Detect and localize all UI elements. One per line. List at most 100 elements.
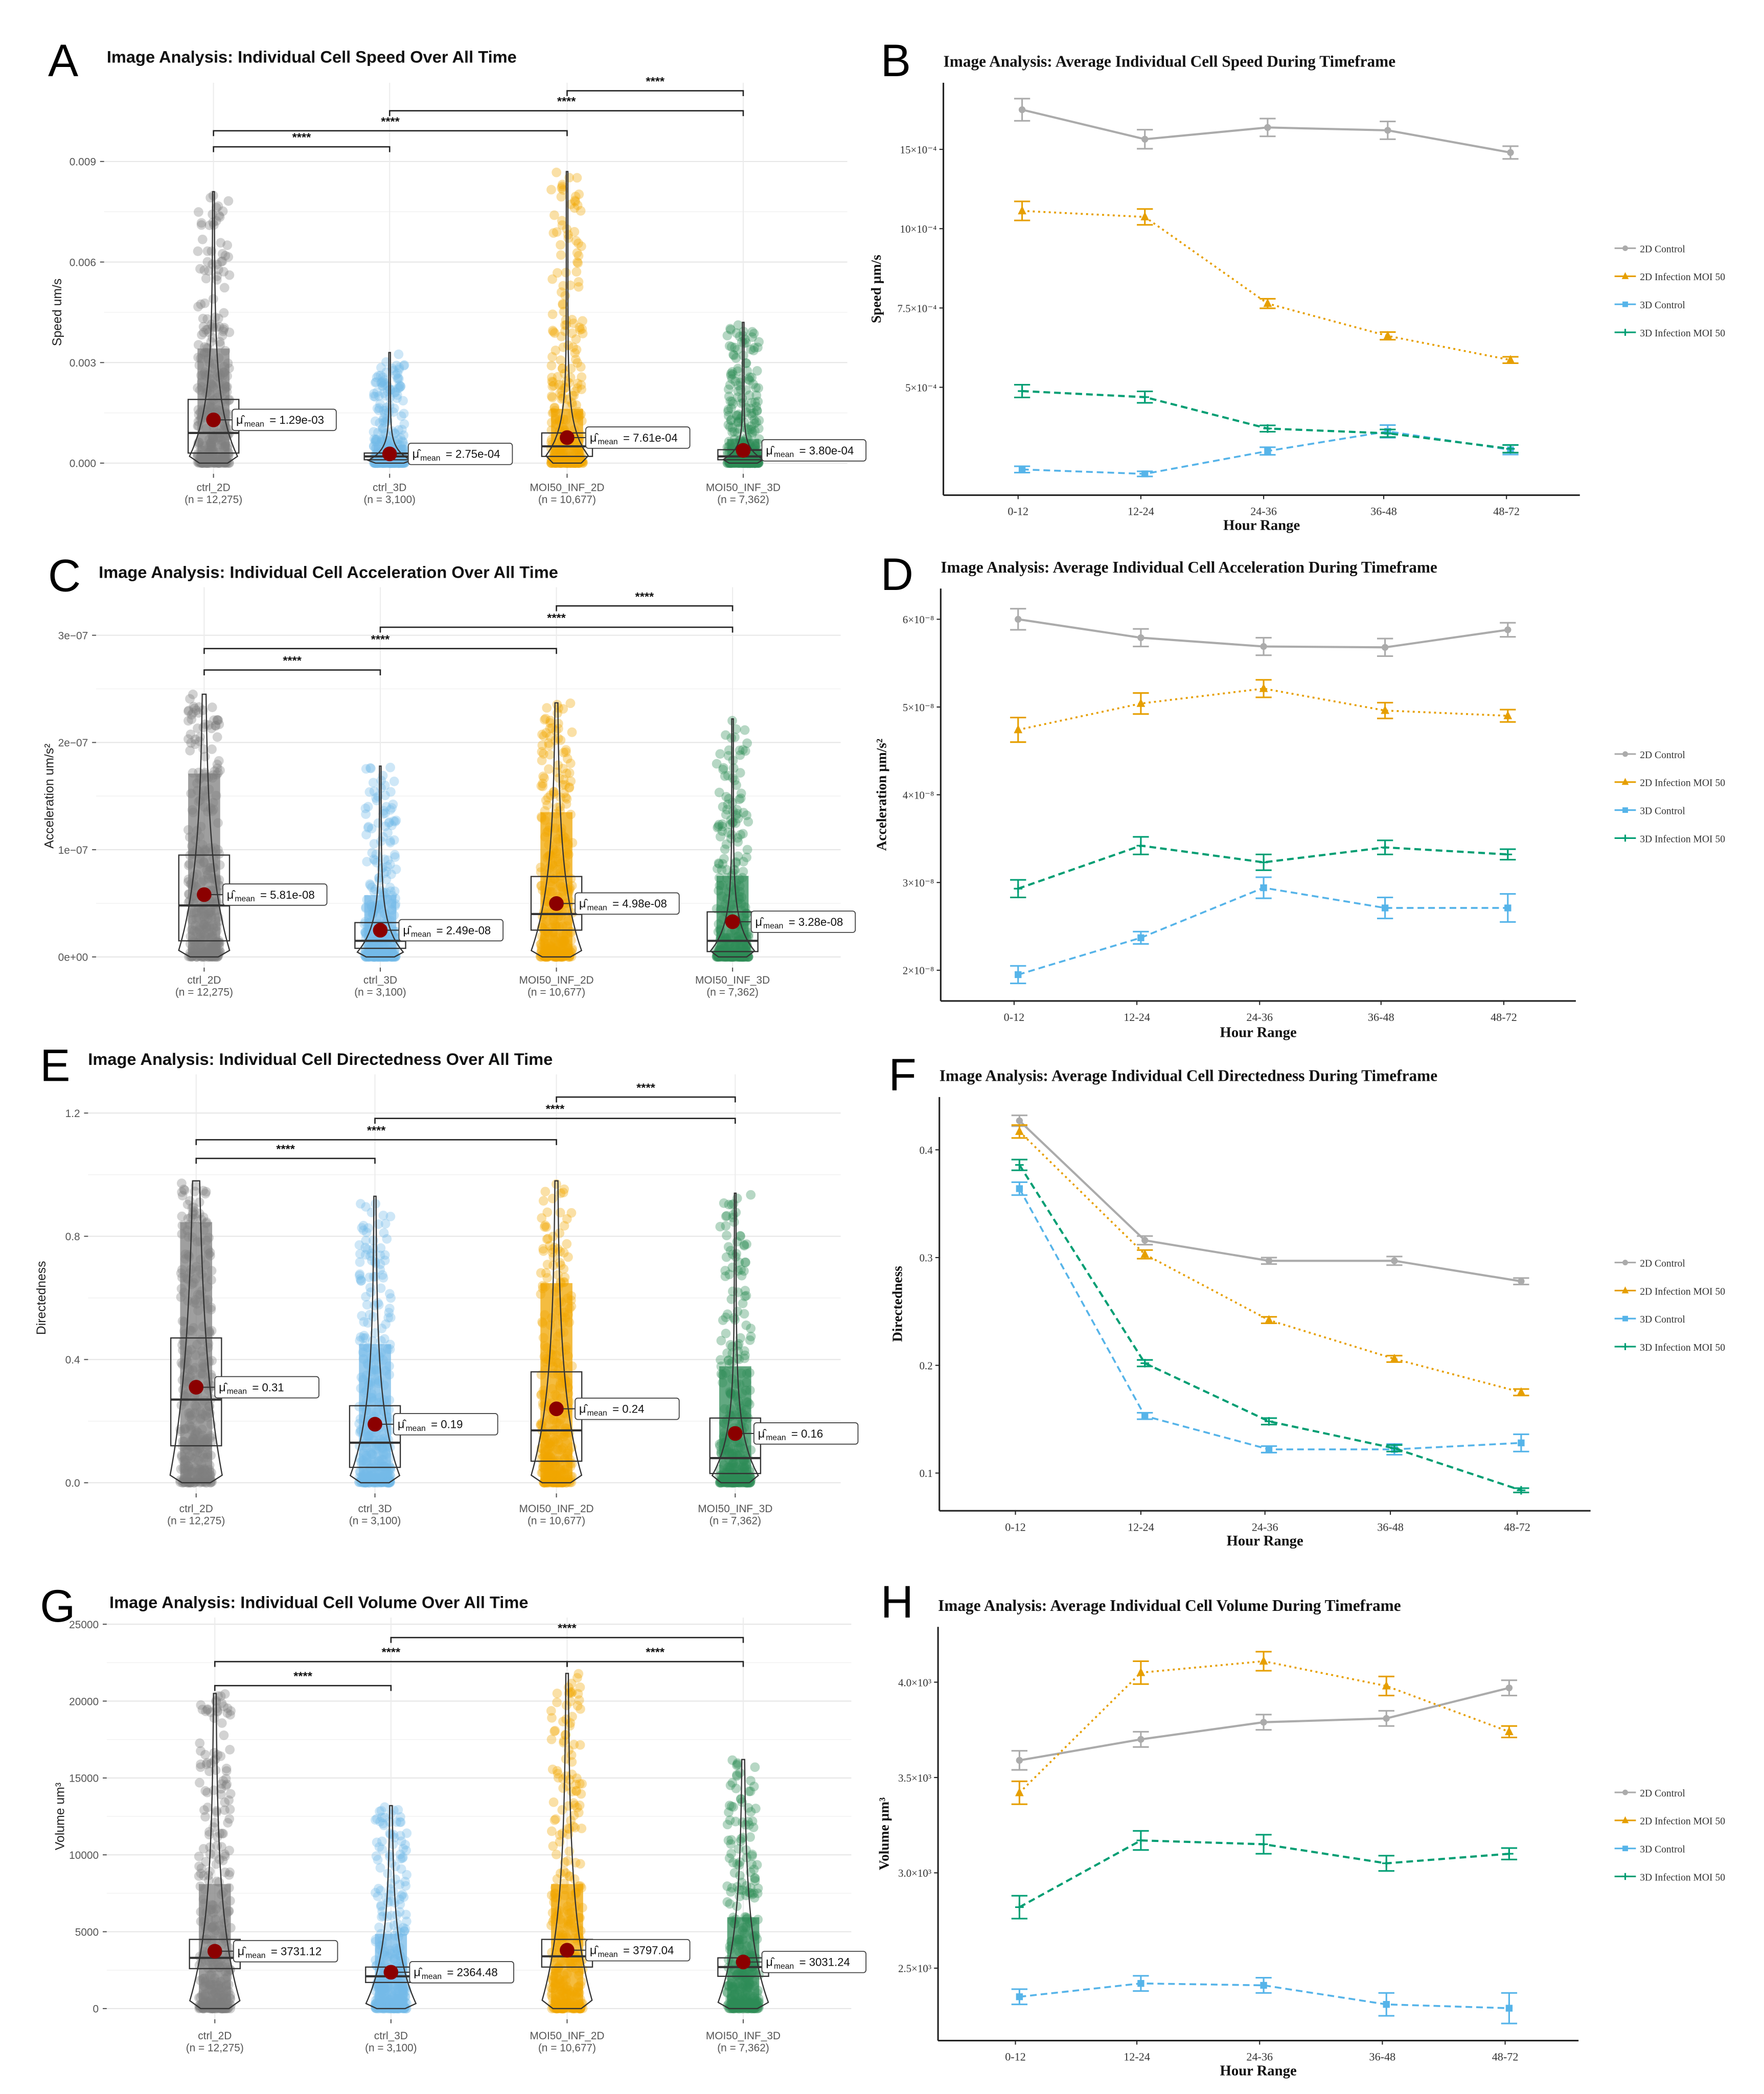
jitter-point [727,798,738,808]
y-tick-label: 1.2 [65,1108,80,1120]
mean-subscript: mean [411,930,431,939]
x-tick-label: ctrl_3D [374,2030,408,2042]
jitter-point [396,411,406,421]
sample-size-label: (n = 12,275) [186,2042,244,2054]
jitter-point [734,380,744,391]
violin-MOI50_INF_2D [545,171,589,464]
jitter-point [390,388,400,398]
jitter-point [728,350,739,360]
jitter-point [212,1807,222,1817]
jitter-point [379,388,389,398]
jitter-point [354,1240,364,1250]
jitter-point [386,1910,397,1921]
jitter-point [572,173,582,183]
mean-symbol: μ̂ [413,447,422,461]
jitter-point [384,818,394,828]
jitter-point [202,246,213,256]
panel-letter: A [48,35,79,86]
jitter-point [390,886,400,896]
jitter-point [184,716,193,726]
jitter-point [721,1221,731,1231]
jitter-point [202,1705,212,1715]
jitter-point [377,435,386,445]
jitter-point [747,327,758,337]
chart-title: Image Analysis: Individual Cell Speed Ov… [107,48,517,66]
jitter-point [373,371,383,381]
jitter-point [374,1219,383,1229]
jitter-point [549,210,559,220]
jitter-point [217,256,227,266]
jitter-point [567,400,578,410]
jitter-point [202,324,213,334]
x-tick-label: ctrl_2D [179,1503,213,1515]
jitter-point [559,747,568,758]
jitter-point [548,1232,558,1242]
jitter-point [385,1312,396,1323]
jitter-point [216,1691,226,1701]
mean-label-box [407,443,513,465]
significance-bracket [195,1139,557,1145]
sample-size-label: (n = 10,677) [528,1515,585,1527]
jitter-point [742,424,752,434]
mean-subscript: mean [587,903,607,912]
jitter-point [226,1706,236,1716]
jitter-point [215,339,225,350]
jitter-point [560,320,570,330]
significance-bracket [388,110,744,117]
jitter-point [212,732,222,742]
jitter-point [388,1886,398,1897]
jitter-point [574,251,584,261]
sample-size-label: (n = 3,100) [365,2042,417,2054]
jitter-point [212,275,222,285]
chart-title: Image Analysis: Individual Cell Accelera… [99,562,558,581]
jitter-point [384,1304,395,1313]
jitter-point [547,309,558,320]
jitter-point [370,392,380,402]
jitter-point [547,352,557,362]
mean-point [382,446,397,462]
jitter-point [557,183,567,193]
jitter-point [735,750,745,760]
jitter-point [393,373,403,383]
x-tick-label: MOI50_INF_2D [519,1503,593,1515]
jitter-point [375,418,385,428]
significance-label: **** [367,1124,386,1137]
jitter-point [568,342,578,352]
y-tick-label: 25000 [69,1619,99,1631]
jitter-point [577,384,587,394]
jitter-point [219,323,229,333]
jitter-point [556,355,566,365]
jitter-point [361,1292,371,1302]
jitter-point [719,854,729,864]
jitter-point [208,294,218,304]
jitter-point [370,437,380,447]
jitter-point [549,380,559,391]
x-tick-label: ctrl_3D [358,1503,392,1515]
mean-subscript: mean [774,450,794,459]
jitter-point [542,800,552,810]
jitter-point [571,400,581,410]
mean-point [725,914,740,929]
jitter-point [210,1850,220,1860]
jitter-point [399,360,409,370]
mean-value-label: = 2.75e-04 [446,448,500,461]
jitter-point [380,378,390,388]
jitter-point [553,372,563,382]
jitter-point [396,433,406,443]
sample-size-label: (n = 10,677) [538,494,596,506]
mean-subscript: mean [763,922,783,930]
jitter-point [554,380,564,390]
jitter-point [369,839,379,849]
jitter-point [391,1874,401,1884]
jitter-point [569,391,579,401]
jitter-point [395,1817,405,1827]
jitter-point [202,1802,213,1812]
jitter-point [198,327,209,337]
jitter-point [393,368,403,378]
jitter-point [224,327,235,337]
jitter-point [218,326,228,336]
jitter-point [394,380,404,390]
jitter-point [556,792,566,803]
chart-title: Image Analysis: Individual Cell Volume O… [109,1593,528,1612]
jitter-point [558,185,568,195]
